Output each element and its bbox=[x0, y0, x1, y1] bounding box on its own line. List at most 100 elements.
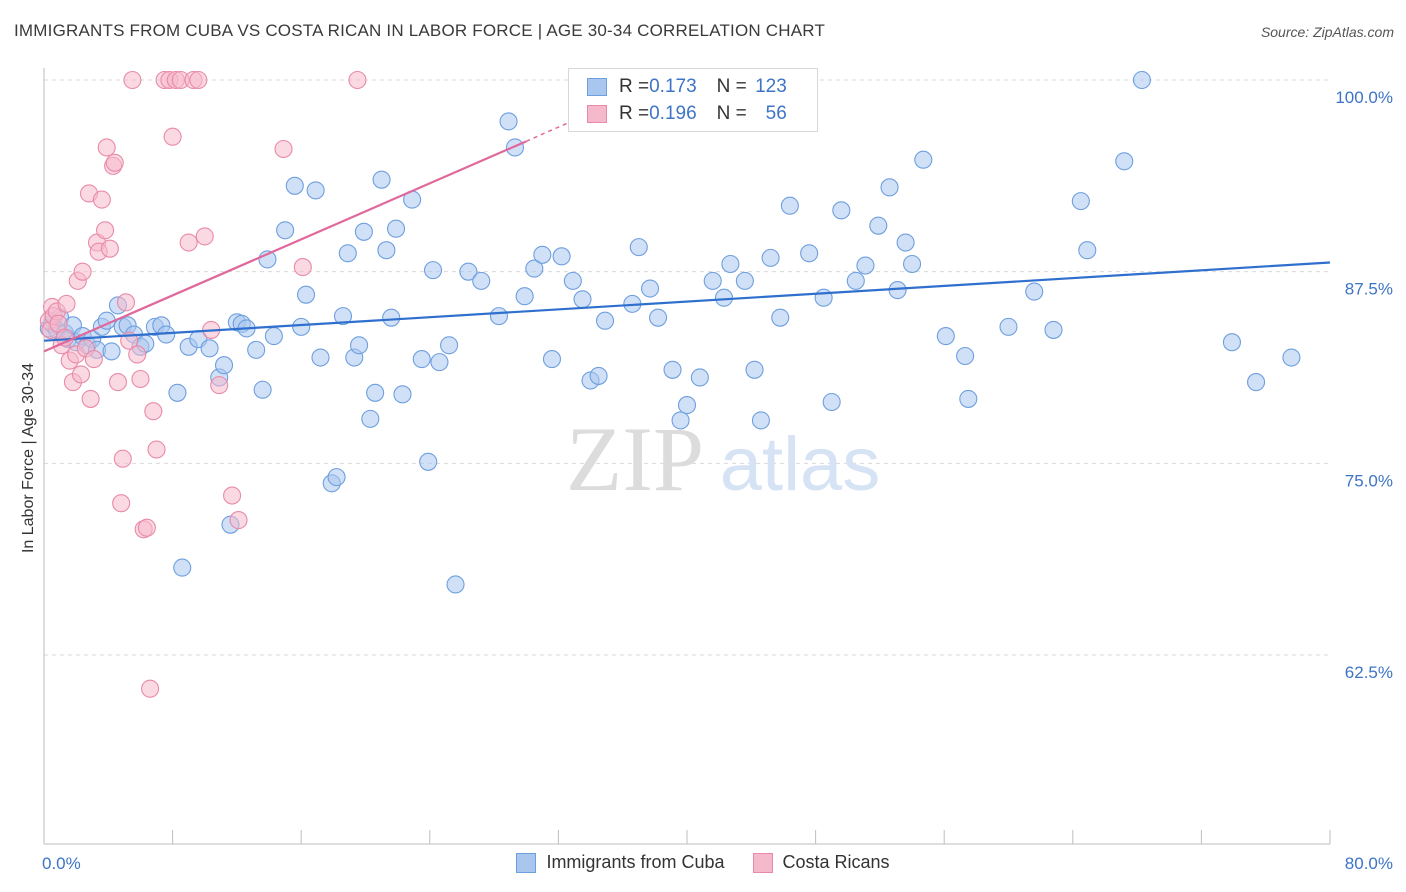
data-point-cuba bbox=[856, 256, 875, 275]
data-point-costa-rica bbox=[71, 365, 91, 384]
data-point-cuba bbox=[327, 468, 346, 487]
data-point-costa-rica bbox=[274, 139, 293, 159]
data-point-cuba bbox=[333, 307, 353, 326]
data-point-cuba bbox=[446, 575, 465, 594]
data-point-cuba bbox=[552, 247, 571, 266]
y-tick-label: 87.5% bbox=[1345, 280, 1393, 299]
legend-row-costa-rica: R = 0.196 N = 56 bbox=[587, 103, 787, 125]
series-cuba-points bbox=[39, 70, 1301, 594]
watermark: ZIP atlas bbox=[566, 408, 880, 510]
data-point-cuba bbox=[276, 221, 295, 240]
data-point-cuba bbox=[640, 279, 660, 298]
data-point-cuba bbox=[306, 181, 325, 200]
data-point-costa-rica bbox=[348, 70, 367, 90]
y-tick-label: 75.0% bbox=[1345, 471, 1393, 490]
data-point-cuba bbox=[423, 261, 443, 280]
data-point-cuba bbox=[1078, 241, 1097, 260]
data-point-cuba bbox=[472, 271, 491, 290]
data-point-costa-rica bbox=[137, 518, 156, 537]
watermark-atlas: atlas bbox=[720, 422, 881, 507]
data-point-cuba bbox=[542, 350, 562, 369]
data-point-cuba bbox=[896, 233, 915, 252]
legend-r-value-cuba: 0.173 bbox=[649, 76, 697, 97]
data-point-cuba bbox=[822, 392, 841, 412]
data-point-cuba bbox=[533, 245, 552, 264]
data-point-cuba bbox=[377, 241, 396, 260]
data-point-cuba bbox=[489, 307, 508, 326]
data-point-cuba bbox=[1025, 282, 1044, 301]
tick-labels: 62.5% 75.0% 87.5% 100.0% 0.0% 80.0% bbox=[42, 88, 1393, 873]
data-point-cuba bbox=[649, 308, 668, 327]
data-point-costa-rica bbox=[144, 402, 163, 421]
data-point-cuba bbox=[361, 409, 380, 428]
data-point-costa-rica bbox=[57, 294, 76, 313]
data-point-cuba bbox=[264, 327, 283, 346]
data-point-cuba bbox=[595, 311, 615, 330]
data-point-costa-rica bbox=[229, 511, 248, 530]
data-point-cuba bbox=[671, 411, 690, 430]
data-point-cuba bbox=[366, 383, 385, 402]
data-point-cuba bbox=[1247, 373, 1266, 392]
data-point-costa-rica bbox=[100, 239, 119, 258]
data-point-cuba bbox=[173, 558, 192, 577]
data-point-cuba bbox=[525, 259, 544, 278]
data-point-costa-rica bbox=[84, 350, 103, 369]
data-point-cuba bbox=[956, 346, 975, 366]
data-point-costa-rica bbox=[128, 345, 147, 364]
legend-swatch-cuba bbox=[587, 78, 607, 96]
data-point-cuba bbox=[1132, 70, 1151, 90]
legend-r-label: R = bbox=[619, 103, 650, 124]
data-point-costa-rica bbox=[123, 70, 142, 90]
data-point-cuba bbox=[690, 368, 709, 387]
x-tick-label-min: 0.0% bbox=[42, 854, 81, 873]
data-point-cuba bbox=[292, 317, 311, 336]
data-point-cuba bbox=[1044, 320, 1063, 339]
legend-n-value-costa-rica: 56 bbox=[765, 103, 787, 124]
trend-line-cuba bbox=[43, 261, 1331, 342]
trend-line-costa-rica bbox=[43, 140, 527, 353]
data-point-costa-rica bbox=[96, 221, 115, 240]
data-point-costa-rica bbox=[105, 153, 124, 172]
data-point-cuba bbox=[296, 285, 316, 304]
data-point-costa-rica bbox=[92, 190, 111, 209]
data-point-cuba bbox=[751, 411, 770, 430]
correlation-legend: R = 0.173 N = 123 R = 0.196 N = 56 bbox=[568, 68, 818, 132]
data-point-cuba bbox=[102, 342, 121, 361]
data-point-cuba bbox=[1115, 152, 1134, 171]
legend-swatch-costa-rica bbox=[587, 105, 607, 123]
data-point-cuba bbox=[761, 248, 780, 267]
data-point-cuba bbox=[814, 288, 833, 307]
data-point-cuba bbox=[914, 150, 933, 169]
data-point-cuba bbox=[880, 178, 899, 197]
data-point-cuba bbox=[869, 216, 888, 235]
data-point-cuba bbox=[382, 308, 401, 327]
data-point-cuba bbox=[247, 340, 266, 359]
data-point-cuba bbox=[311, 348, 330, 367]
data-point-cuba bbox=[735, 271, 754, 290]
data-point-costa-rica bbox=[293, 258, 312, 277]
data-point-cuba bbox=[350, 336, 369, 355]
data-point-cuba bbox=[372, 170, 391, 189]
legend-item-cuba: Immigrants from Cuba bbox=[516, 852, 725, 873]
data-point-costa-rica bbox=[147, 440, 166, 459]
data-point-costa-rica bbox=[131, 369, 150, 389]
series-legend: Immigrants from Cuba Costa Ricans bbox=[0, 852, 1406, 873]
data-point-costa-rica bbox=[116, 293, 136, 312]
data-point-cuba bbox=[832, 201, 851, 220]
data-point-cuba bbox=[771, 308, 790, 327]
gridlines bbox=[44, 79, 1330, 656]
data-point-cuba bbox=[999, 317, 1018, 336]
data-point-costa-rica bbox=[112, 494, 131, 513]
data-point-cuba bbox=[515, 287, 534, 306]
data-point-costa-rica bbox=[108, 373, 127, 392]
data-point-costa-rica bbox=[163, 127, 182, 146]
data-point-cuba bbox=[499, 112, 518, 131]
data-point-costa-rica bbox=[195, 227, 214, 246]
data-point-cuba bbox=[253, 380, 272, 399]
data-point-cuba bbox=[505, 138, 525, 157]
x-tick-label-max: 80.0% bbox=[1345, 854, 1393, 873]
series-costa-rica-points bbox=[39, 70, 367, 698]
data-point-costa-rica bbox=[81, 389, 100, 408]
data-point-costa-rica bbox=[189, 70, 208, 90]
